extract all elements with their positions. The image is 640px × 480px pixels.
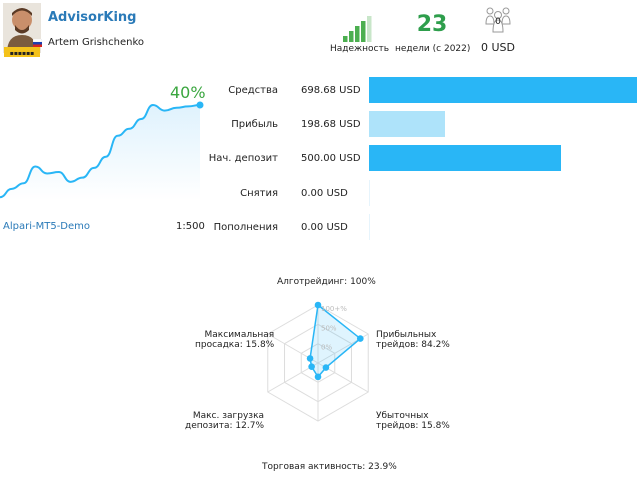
svg-text:▪▪▪▪▪▪: ▪▪▪▪▪▪: [10, 50, 34, 57]
leverage-value: 1:500: [176, 221, 205, 232]
growth-line: [0, 103, 201, 199]
radar-chart: 100+% 50% 0%: [267, 301, 369, 422]
radar-label-losing: Убыточных трейдов: 15.8%: [376, 411, 450, 431]
reliability-bars-icon: [343, 16, 372, 42]
subscribers-icon: 0: [483, 4, 513, 36]
equity-value: 698.68 USD: [301, 85, 361, 96]
reliability-bar: [367, 16, 372, 42]
reliability-bar: [361, 21, 366, 42]
radar-label-profitable: Прибыльных трейдов: 84.2%: [376, 330, 450, 350]
russia-flag-icon: [33, 39, 42, 47]
radar-tick-0: 0%: [321, 344, 332, 352]
subscribers-funds: 0 USD: [481, 41, 515, 54]
equity-bar: [369, 77, 637, 103]
avatar[interactable]: ▪▪▪▪▪▪: [3, 3, 42, 61]
radar-point: [356, 335, 364, 342]
growth-end-point: [196, 101, 204, 109]
growth-area: [0, 105, 200, 200]
profit-value: 198.68 USD: [301, 119, 361, 130]
radar-tick-50: 50%: [321, 324, 337, 332]
withdrawals-value: 0.00 USD: [301, 188, 348, 199]
signal-name-link[interactable]: AdvisorKing: [48, 10, 137, 25]
reliability-bar: [349, 31, 354, 42]
withdrawals-bar: [369, 180, 370, 206]
initial-deposit-bar: [369, 145, 561, 171]
radar-label-activity: Торговая активность: 23.9%: [262, 462, 397, 472]
deposits-label: Пополнения: [213, 222, 278, 233]
radar-point: [314, 373, 322, 381]
radar-point: [308, 363, 315, 370]
author-name[interactable]: Artem Grishchenko: [48, 37, 145, 48]
growth-percent: 40%: [170, 83, 206, 102]
weeks-label: недели (с 2022): [395, 44, 471, 54]
radar-tick-100: 100+%: [321, 305, 347, 313]
radar-point: [306, 355, 314, 362]
radar-label-drawdown: Максимальная просадка: 15.8%: [195, 330, 275, 350]
broker-link[interactable]: Alpari-MT5-Demo: [3, 221, 91, 232]
equity-label: Средства: [228, 85, 278, 96]
deposits-value: 0.00 USD: [301, 222, 348, 233]
reliability-label: Надежность: [330, 44, 390, 54]
initial-deposit-label: Нач. депозит: [208, 153, 278, 164]
radar-point: [322, 364, 330, 371]
deposits-bar: [369, 214, 370, 240]
radar-label-load: Макс. загрузка депозита: 12.7%: [185, 411, 265, 431]
growth-chart: [0, 101, 204, 200]
avatar-photo-icon: ▪▪▪▪▪▪: [3, 3, 41, 57]
reliability-bar: [355, 26, 360, 42]
withdrawals-label: Снятия: [240, 188, 278, 199]
radar-label-algotrading: Алготрейдинг: 100%: [277, 277, 376, 287]
initial-deposit-value: 500.00 USD: [301, 153, 361, 164]
subscribers-count: 0: [495, 17, 501, 27]
reliability-bar: [343, 36, 348, 42]
radar-point: [314, 301, 322, 309]
weeks-value: 23: [416, 12, 448, 37]
profit-bar: [369, 111, 445, 137]
profit-label: Прибыль: [231, 119, 278, 130]
